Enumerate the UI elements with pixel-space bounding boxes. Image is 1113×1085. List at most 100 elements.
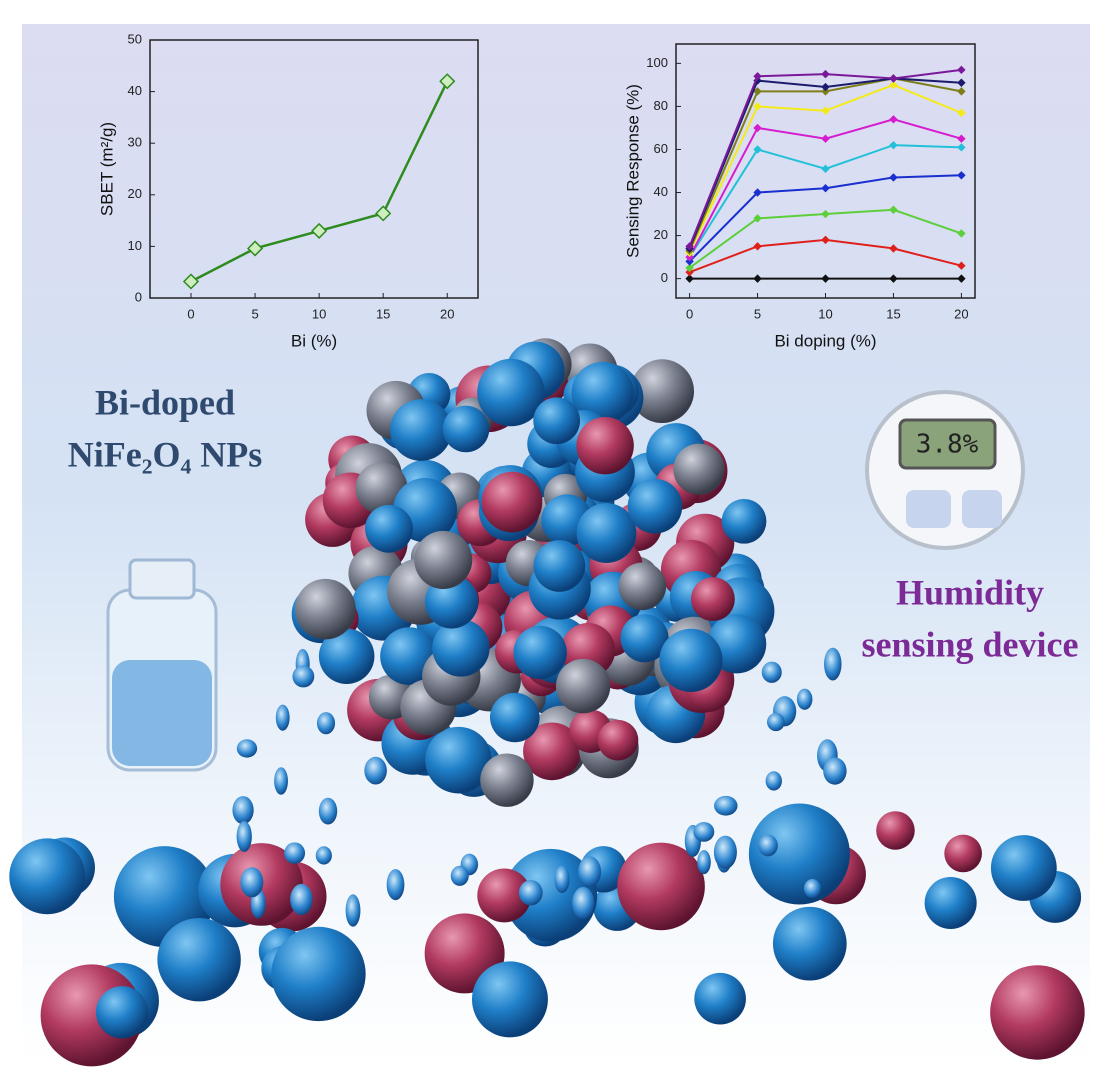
droplet — [318, 797, 338, 825]
sphere — [876, 811, 915, 850]
x-tick-label: 15 — [886, 306, 900, 321]
data-point — [957, 134, 966, 143]
sphere — [659, 628, 723, 692]
y-axis-label: SBET (m²/g) — [97, 122, 116, 216]
data-point — [957, 261, 966, 270]
sphere — [295, 578, 356, 640]
sphere — [690, 577, 735, 622]
display-reading: 3.8% — [916, 430, 979, 460]
sphere — [630, 359, 695, 424]
droplet — [761, 661, 782, 683]
y-tick-label: 40 — [654, 184, 668, 199]
data-point — [889, 274, 898, 283]
material-label: Bi-doped — [95, 382, 235, 422]
droplet — [275, 704, 290, 731]
sphere — [490, 692, 540, 743]
y-axis-label: Sensing Response (%) — [623, 84, 642, 258]
droplet — [766, 712, 785, 732]
droplet — [345, 894, 361, 927]
data-point — [957, 171, 966, 180]
device-display — [898, 418, 997, 470]
sphere — [618, 562, 667, 611]
droplet — [693, 821, 715, 842]
droplet — [315, 846, 332, 865]
sphere — [271, 926, 366, 1022]
droplet — [824, 647, 842, 681]
y-tick-label: 0 — [135, 289, 142, 304]
droplet — [713, 835, 737, 869]
data-point — [821, 274, 830, 283]
device-label: Humidity — [896, 572, 1044, 612]
sphere — [157, 917, 241, 1002]
data-point — [753, 102, 762, 111]
data-point — [439, 73, 456, 90]
droplet — [236, 739, 258, 758]
sphere — [721, 498, 767, 544]
data-point — [311, 222, 328, 239]
data-point — [957, 274, 966, 283]
sphere — [533, 397, 581, 445]
sphere — [504, 848, 598, 942]
data-point — [247, 240, 264, 257]
droplet — [386, 869, 405, 901]
y-tick-label: 20 — [654, 227, 668, 242]
y-tick-label: 60 — [654, 141, 668, 156]
data-point — [685, 242, 694, 251]
flask-liquid — [112, 660, 212, 766]
x-tick-label: 20 — [954, 306, 968, 321]
data-point — [753, 274, 762, 283]
sphere — [480, 753, 534, 807]
droplet — [796, 688, 813, 710]
data-point — [375, 205, 392, 222]
droplet — [364, 756, 387, 785]
x-tick-label: 5 — [251, 306, 258, 321]
data-point — [821, 235, 830, 245]
droplet — [316, 712, 336, 735]
droplet — [554, 865, 570, 894]
sphere — [924, 876, 977, 929]
y-tick-label: 80 — [654, 98, 668, 113]
data-point — [821, 184, 830, 193]
x-tick-label: 10 — [818, 306, 832, 321]
sphere — [620, 614, 669, 663]
sphere — [944, 834, 982, 873]
droplet — [803, 878, 822, 899]
droplet — [572, 887, 595, 920]
sphere — [627, 478, 683, 534]
sphere — [576, 503, 637, 563]
data-point — [957, 87, 966, 96]
data-point — [889, 140, 898, 150]
sphere — [424, 575, 479, 629]
sphere — [471, 961, 548, 1038]
x-axis-label: Bi (%) — [291, 331, 337, 350]
data-point — [753, 123, 762, 133]
sphere — [673, 443, 725, 495]
data-point — [957, 143, 966, 152]
data-point — [957, 65, 966, 75]
x-tick-label: 15 — [376, 306, 390, 321]
data-point — [821, 87, 830, 96]
x-tick-label: 5 — [754, 306, 761, 321]
sphere — [617, 842, 705, 931]
data-point — [753, 72, 762, 81]
data-point — [685, 263, 694, 273]
droplet — [232, 796, 254, 825]
illustration — [9, 338, 1085, 1067]
sphere — [990, 835, 1057, 901]
y-tick-label: 0 — [661, 270, 668, 285]
droplet — [450, 865, 469, 886]
x-tick-label: 10 — [312, 306, 326, 321]
sphere — [597, 719, 639, 761]
droplet — [714, 795, 738, 816]
data-point — [821, 164, 830, 174]
material-label: NiFe₂O₄ NPs — [68, 434, 263, 474]
droplet — [518, 880, 543, 906]
sphere — [95, 986, 149, 1039]
device-label: sensing device — [861, 624, 1078, 664]
data-point — [821, 69, 830, 79]
sphere — [555, 658, 611, 714]
sphere — [576, 416, 634, 475]
droplet — [823, 757, 847, 785]
flask-neck — [128, 558, 196, 600]
